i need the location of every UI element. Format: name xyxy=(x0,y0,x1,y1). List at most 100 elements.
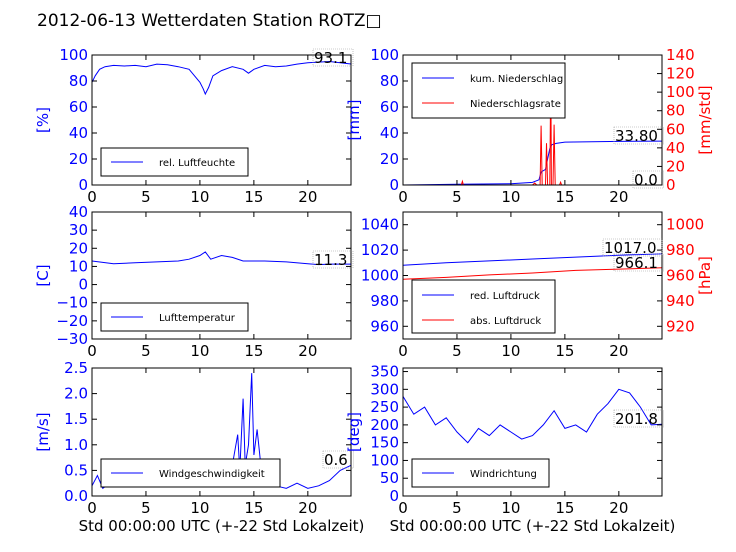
y-tick-label: −30 xyxy=(56,330,88,348)
y-tick-label: 0 xyxy=(389,487,399,505)
y2-tick-label: 20 xyxy=(666,157,685,175)
x-tick-label: 20 xyxy=(298,499,317,517)
legend-label: Windgeschwindigkeit xyxy=(159,469,265,480)
current-value-box xyxy=(312,48,354,67)
y-tick-label: 0 xyxy=(78,276,88,294)
current-value-box xyxy=(613,409,664,428)
current-value-label: 0.0 xyxy=(634,171,658,189)
y2-tick-label: 980 xyxy=(666,241,695,259)
y-tick-label: 80 xyxy=(380,72,399,90)
x-tick-label: 10 xyxy=(190,499,209,517)
y-axis-label: [m/s] xyxy=(34,412,52,451)
x-tick-label: 0 xyxy=(87,342,97,360)
x-tick-label: 10 xyxy=(190,342,209,360)
y2-tick-label: 920 xyxy=(666,317,695,335)
current-value-label: 1017.0 xyxy=(604,239,657,257)
x-tick-label: 0 xyxy=(87,499,97,517)
y-tick-label: 40 xyxy=(69,203,88,221)
plot-frame xyxy=(402,54,663,186)
x-tick-label: 15 xyxy=(555,188,574,206)
legend-label: abs. Luftdruck xyxy=(470,316,541,327)
legend-label: rel. Luftfeuchte xyxy=(159,158,235,169)
legend-label: kum. Niederschlag xyxy=(470,74,563,85)
x-tick-label: 20 xyxy=(298,342,317,360)
x-tick-label: 10 xyxy=(501,342,520,360)
y-tick-label: 20 xyxy=(380,150,399,168)
x-tick-label: 5 xyxy=(141,188,151,206)
y2-tick-label: 60 xyxy=(666,120,685,138)
y-tick-label: 200 xyxy=(370,416,399,434)
legend-box xyxy=(411,62,566,119)
plot-frame xyxy=(91,54,352,186)
y-tick-label: 40 xyxy=(380,124,399,142)
y-tick-label: 960 xyxy=(370,317,399,335)
current-value-label: 33.80 xyxy=(615,127,658,145)
current-value-label: 966.1 xyxy=(615,254,658,272)
current-value-box xyxy=(322,450,354,469)
y-tick-label: 60 xyxy=(69,98,88,116)
y-tick-label: 40 xyxy=(69,124,88,142)
series-line-1 xyxy=(402,388,663,444)
plot-frame xyxy=(91,211,352,340)
y2-axis-label: [hPa] xyxy=(696,256,714,295)
y-tick-label: 100 xyxy=(370,451,399,469)
y-tick-label: 20 xyxy=(69,239,88,257)
y-axis-label: [%] xyxy=(34,107,52,133)
y-tick-label: 150 xyxy=(370,434,399,452)
y-tick-label: 100 xyxy=(59,46,88,64)
y-tick-label: 10 xyxy=(69,257,88,275)
y2-tick-label: 960 xyxy=(666,267,695,285)
x-tick-label: 15 xyxy=(244,499,263,517)
x-tick-label: 20 xyxy=(609,188,628,206)
current-value-box xyxy=(312,250,354,269)
chart-pressure: 0 5 10 15 20 960 980 1000 1020 1040 920 940 960 980 10… xyxy=(361,211,714,360)
x-tick-label: 20 xyxy=(609,499,628,517)
y-axis-label: [C] xyxy=(34,264,52,286)
y-axis-label: [deg] xyxy=(345,412,363,452)
chart-temperature: 0 5 10 15 20−30−20−10010203040[C]Lufttempera… xyxy=(34,203,354,360)
x-tick-label: 0 xyxy=(398,342,408,360)
y-tick-label: 0.0 xyxy=(64,487,88,505)
y-tick-label: 50 xyxy=(380,469,399,487)
current-value-label: 93.1 xyxy=(314,49,347,67)
x-axis-label: Std 00:00:00 UTC (+-22 Std Lokalzeit) xyxy=(79,517,365,535)
y-tick-label: 100 xyxy=(370,46,399,64)
y-tick-label: 0 xyxy=(389,176,399,194)
current-value-label: 11.3 xyxy=(314,251,347,269)
y-tick-label: 60 xyxy=(380,98,399,116)
x-tick-label: 15 xyxy=(244,342,263,360)
y2-tick-label: 120 xyxy=(666,65,695,83)
y-tick-label: 2.0 xyxy=(64,385,88,403)
y-tick-label: 300 xyxy=(370,380,399,398)
y-tick-label: 1000 xyxy=(361,267,399,285)
y-tick-label: 980 xyxy=(370,292,399,310)
y-tick-label: 350 xyxy=(370,363,399,381)
current-value-box xyxy=(613,126,664,145)
y-tick-label: 30 xyxy=(69,221,88,239)
y2-tick-label: 0 xyxy=(666,176,676,194)
current-value-box xyxy=(632,170,664,189)
page-title: 2012-06-13 Wetterdaten Station ROTZ□ xyxy=(37,11,382,31)
y2-tick-label: 1000 xyxy=(666,216,704,234)
legend-label: red. Luftdruck xyxy=(470,291,540,302)
chart-wind-speed: 0 5 10 15 20 0.0 0.5 1.0 1.5 2.0 2.5 [m/s] Std 00:00… xyxy=(34,359,364,535)
x-tick-label: 15 xyxy=(555,499,574,517)
legend-label: Niederschlagsrate xyxy=(470,99,561,110)
x-tick-label: 15 xyxy=(555,342,574,360)
y-tick-label: 2.5 xyxy=(64,359,88,377)
legend-label: Windrichtung xyxy=(470,469,537,480)
chart-humidity: 0 5 10 15 20 0 20 40 60 80 100 [%] rel. Luftfeuchte 9… xyxy=(34,46,354,206)
x-tick-label: 5 xyxy=(452,342,462,360)
y-tick-label: 1020 xyxy=(361,241,399,259)
series-line-1 xyxy=(402,140,663,186)
x-tick-label: 5 xyxy=(141,499,151,517)
x-tick-label: 10 xyxy=(190,188,209,206)
current-value-label: 0.6 xyxy=(324,451,348,469)
y2-tick-label: 80 xyxy=(666,102,685,120)
x-axis-label: Std 00:00:00 UTC (+-22 Std Lokalzeit) xyxy=(390,517,676,535)
y2-tick-label: 40 xyxy=(666,139,685,157)
series-line-1 xyxy=(91,251,351,266)
x-tick-label: 0 xyxy=(398,188,408,206)
y-tick-label: 250 xyxy=(370,398,399,416)
